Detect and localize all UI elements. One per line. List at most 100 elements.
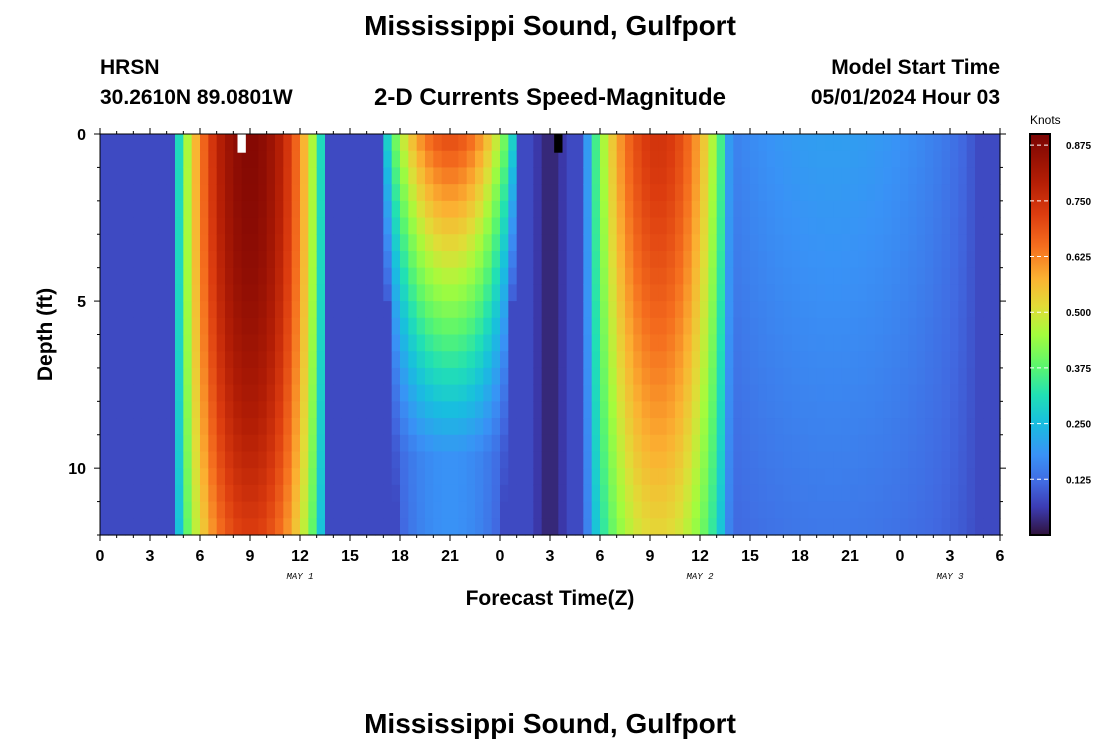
heatmap-cell xyxy=(391,518,401,536)
heatmap-cell xyxy=(633,284,643,302)
heatmap-cell xyxy=(908,217,918,235)
heatmap-cell xyxy=(158,501,168,519)
heatmap-cell xyxy=(666,167,676,185)
heatmap-cell xyxy=(341,250,351,269)
heatmap-cell xyxy=(883,451,893,469)
heatmap-cell xyxy=(966,184,976,202)
heatmap-cell xyxy=(641,134,651,152)
heatmap-cell xyxy=(608,351,618,369)
heatmap-cell xyxy=(275,184,284,202)
heatmap-cell xyxy=(825,200,834,219)
heatmap-cell xyxy=(458,267,468,285)
heatmap-cell xyxy=(575,184,584,202)
heatmap-cell xyxy=(491,501,501,519)
heatmap-cell xyxy=(808,250,818,269)
heatmap-cell xyxy=(775,200,784,219)
heatmap-cell xyxy=(841,418,851,436)
heatmap-cell xyxy=(808,217,818,235)
heatmap-cell xyxy=(133,184,143,202)
heatmap-cell xyxy=(950,351,959,369)
heatmap-cell xyxy=(841,150,851,169)
heatmap-cell xyxy=(525,200,534,219)
heatmap-cell xyxy=(483,518,493,536)
heatmap-cell xyxy=(700,267,709,285)
heatmap-cell xyxy=(216,234,226,252)
heatmap-cell xyxy=(375,501,384,519)
heatmap-cell xyxy=(641,284,651,302)
heatmap-cell xyxy=(441,384,451,402)
heatmap-cell xyxy=(875,284,884,302)
x-tick-label: 0 xyxy=(496,548,505,565)
heatmap-cell xyxy=(391,468,401,486)
heatmap-cell xyxy=(941,317,951,336)
heatmap-cell xyxy=(350,217,359,235)
heatmap-cell xyxy=(183,434,193,453)
colorbar-tick-label: 0.875 xyxy=(1066,141,1091,152)
heatmap-cell xyxy=(450,484,459,503)
heatmap-cell xyxy=(266,518,276,536)
heatmap-cell xyxy=(591,150,601,169)
heatmap-cell xyxy=(941,484,951,503)
heatmap-cell xyxy=(983,250,993,269)
heatmap-cell xyxy=(200,468,209,486)
heatmap-cell xyxy=(416,134,426,152)
heatmap-cell xyxy=(591,434,601,453)
heatmap-cell xyxy=(925,434,934,453)
heatmap-cell xyxy=(450,317,459,336)
heatmap-cell xyxy=(491,250,501,269)
heatmap-cell xyxy=(908,484,918,503)
heatmap-cell xyxy=(300,334,309,352)
heatmap-cell xyxy=(266,184,276,202)
heatmap-cell xyxy=(133,418,143,436)
heatmap-cell xyxy=(825,401,834,419)
heatmap-cell xyxy=(950,150,959,169)
heatmap-cell xyxy=(975,451,984,469)
heatmap-cell xyxy=(208,484,218,503)
heatmap-cell xyxy=(566,367,576,386)
heatmap-cell xyxy=(516,501,526,519)
heatmap-cell xyxy=(333,301,343,319)
heatmap-cell xyxy=(583,217,593,235)
heatmap-cell xyxy=(533,301,543,319)
heatmap-cell xyxy=(991,184,1001,202)
heatmap-cell xyxy=(691,334,701,352)
heatmap-cell xyxy=(750,184,759,202)
heatmap-cell xyxy=(425,284,434,302)
heatmap-cell xyxy=(975,418,984,436)
heatmap-cell xyxy=(591,184,601,202)
heatmap-cell xyxy=(850,150,859,169)
heatmap-cell xyxy=(591,284,601,302)
heatmap-cell xyxy=(400,167,409,185)
heatmap-cell xyxy=(266,167,276,185)
heatmap-cell xyxy=(275,267,284,285)
heatmap-cell xyxy=(958,418,968,436)
heatmap-cell xyxy=(566,484,576,503)
heatmap-cell xyxy=(966,501,976,519)
heatmap-cell xyxy=(850,384,859,402)
heatmap-cell xyxy=(491,234,501,252)
heatmap-cell xyxy=(491,317,501,336)
heatmap-cell xyxy=(783,301,793,319)
heatmap-cell xyxy=(325,167,334,185)
heatmap-cell xyxy=(991,150,1001,169)
heatmap-cell xyxy=(158,217,168,235)
heatmap-cell xyxy=(483,234,493,252)
heatmap-cell xyxy=(250,384,259,402)
heatmap-cell xyxy=(216,367,226,386)
heatmap-cell xyxy=(933,468,943,486)
heatmap-cell xyxy=(891,334,901,352)
heatmap-cell xyxy=(125,518,134,536)
heatmap-cell xyxy=(875,418,884,436)
heatmap-cell xyxy=(808,518,818,536)
heatmap-cell xyxy=(591,367,601,386)
heatmap-cell xyxy=(200,200,209,219)
heatmap-cell xyxy=(750,451,759,469)
heatmap-cell xyxy=(333,184,343,202)
heatmap-cell xyxy=(908,267,918,285)
heatmap-cell xyxy=(816,418,826,436)
heatmap-cell xyxy=(175,301,184,319)
heatmap-cell xyxy=(475,267,484,285)
heatmap-cell xyxy=(225,401,234,419)
heatmap-cell xyxy=(216,317,226,336)
heatmap-cell xyxy=(416,200,426,219)
